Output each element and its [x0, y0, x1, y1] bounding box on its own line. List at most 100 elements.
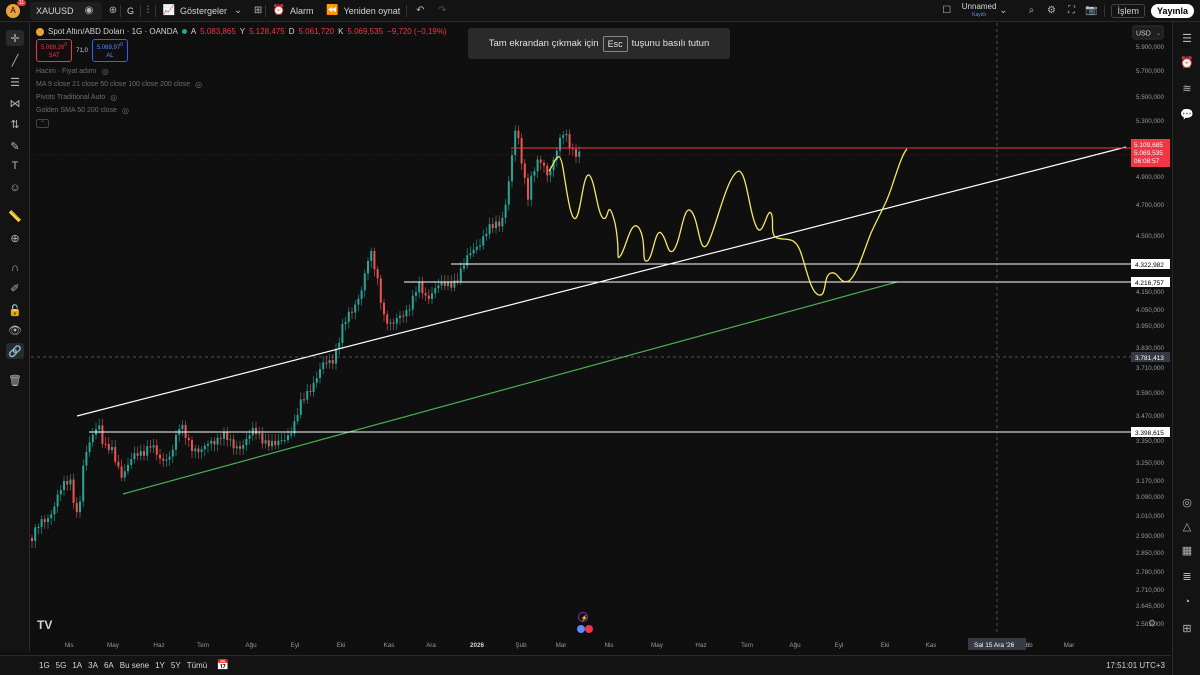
buy-button[interactable]: 5.069,970 AL: [91, 39, 128, 62]
series-legend[interactable]: Spot Altın/ABD Doları · 1G · OANDA A 5.08…: [36, 27, 447, 36]
quick-search-icon[interactable]: ⌕: [1028, 5, 1035, 16]
tv-logo: TV: [37, 618, 52, 632]
eye-off-icon[interactable]: ◎: [195, 80, 203, 89]
crosshair-icon[interactable]: ✛: [6, 30, 24, 46]
eye-off-icon[interactable]: ◎: [121, 106, 129, 115]
time-tick: Haz: [153, 642, 164, 649]
time-axis[interactable]: Nis May Haz Tem Ağu Eyl Eki Kas Ara 2026 Şub Mar Nis…: [31, 636, 1171, 652]
checkbox-icon[interactable]: ☐: [942, 5, 952, 16]
time-ticks: Nis May Haz Tem Ağu Eyl Eki Kas Ara 2026 Şub Mar Nis…: [64, 642, 1074, 649]
eye-off-icon[interactable]: ◎: [101, 67, 109, 76]
range-button[interactable]: 1A: [72, 661, 83, 670]
candle-body: [357, 298, 360, 305]
chat-icon[interactable]: 💬: [1180, 108, 1194, 121]
avatar[interactable]: A 11: [6, 0, 26, 18]
candle-body: [239, 446, 241, 449]
candle-body: [88, 442, 91, 452]
indicator-ma[interactable]: MA 9 close 21 close 50 close 100 close 2…: [36, 78, 447, 91]
price-axis[interactable]: 5.900,000 5.700,000 5.500,000 5.300,000 4.90…: [1131, 23, 1171, 635]
pattern-icon[interactable]: ⋈: [9, 97, 21, 110]
symbol-search[interactable]: XAUUSD ◉: [30, 1, 102, 20]
publish-button[interactable]: Yayınla: [1150, 3, 1194, 18]
price-tick: 2.645,000: [1136, 603, 1165, 610]
time-tick: Eki: [337, 642, 346, 649]
watchlist-icon[interactable]: ☰: [1182, 32, 1192, 45]
range-button[interactable]: Tümü: [186, 661, 208, 670]
range-button[interactable]: 6A: [103, 661, 114, 670]
long-short-icon[interactable]: ⇅: [10, 118, 20, 131]
eye-icon[interactable]: 👁: [8, 324, 22, 337]
range-button[interactable]: 1Y: [155, 661, 165, 670]
layers-icon[interactable]: ≋: [1182, 82, 1192, 95]
clock[interactable]: 17:51:01 UTC+3: [1106, 661, 1165, 670]
lock-icon[interactable]: 🔓: [8, 304, 22, 317]
eye-off-icon[interactable]: ◎: [110, 93, 118, 102]
text-icon[interactable]: T: [11, 160, 19, 172]
candle-body: [82, 465, 85, 502]
divider: [406, 4, 408, 17]
range-button[interactable]: 1G: [39, 661, 50, 670]
currency-selector[interactable]: USD ⌄: [1132, 25, 1164, 40]
candle-body: [379, 278, 382, 303]
candle-body: [72, 479, 75, 503]
collapse-legend-button[interactable]: ⌃: [36, 117, 447, 130]
trendline-green[interactable]: [122, 281, 898, 495]
link-icon[interactable]: 🔗: [6, 343, 24, 359]
magnet-icon[interactable]: ∩: [11, 262, 19, 274]
fullscreen-icon[interactable]: ⛶: [1067, 5, 1075, 16]
grid-icon[interactable]: ⊞: [1182, 622, 1192, 635]
fib-icon[interactable]: ☰: [10, 76, 20, 89]
calendar-icon[interactable]: ▦: [1181, 544, 1193, 557]
alert-button[interactable]: ⏰ Alarm: [266, 0, 320, 22]
add-symbol-icon[interactable]: ⊕: [108, 5, 118, 16]
pie-icon[interactable]: ◔: [1183, 596, 1191, 608]
chevron-down-icon[interactable]: ⌄: [999, 5, 1008, 16]
range-button[interactable]: 5Y: [170, 661, 181, 670]
time-tick: Mar: [1064, 642, 1075, 649]
candles-icon[interactable]: ⫶: [146, 5, 150, 16]
indicator-volume[interactable]: Hacim · Fiyat adımı ◎: [36, 65, 447, 78]
indicators-button[interactable]: 📈 Göstergeler ⌄: [156, 0, 251, 22]
candle-body: [226, 431, 229, 441]
trade-button[interactable]: İşlem: [1105, 0, 1151, 22]
range-button[interactable]: 3A: [88, 661, 98, 670]
undo-icon[interactable]: ↶: [416, 5, 425, 16]
candle-body: [568, 133, 571, 149]
range-button[interactable]: 5G: [55, 661, 67, 670]
layout-status: Kayıtlı: [972, 11, 987, 18]
time-tick: Tem: [197, 642, 209, 649]
trash-icon[interactable]: 🗑: [8, 374, 22, 387]
calendar-range-icon[interactable]: 📅: [216, 660, 230, 671]
candle-body: [210, 440, 213, 444]
sell-button[interactable]: 5.069,260 SAT: [36, 39, 73, 62]
projection-curve[interactable]: [548, 148, 908, 296]
emoji-icon[interactable]: ☺: [9, 182, 21, 194]
redo-icon[interactable]: ↷: [438, 5, 447, 16]
interval-button[interactable]: G: [121, 0, 140, 22]
range-button[interactable]: Bu sene: [119, 661, 150, 670]
time-tick: Ağu: [245, 642, 257, 649]
news-icon[interactable]: ≣: [1182, 570, 1192, 583]
sell-price-sup: 0: [64, 42, 68, 48]
ruler-icon[interactable]: 📏: [8, 210, 22, 223]
trendline-icon[interactable]: ╱: [11, 54, 19, 67]
eye-icon[interactable]: ◉: [84, 5, 94, 16]
gear-icon[interactable]: ⚙: [1046, 5, 1056, 16]
candle-body: [114, 446, 117, 462]
layout-name[interactable]: Unnamed Kayıtlı: [962, 2, 997, 19]
alerts-icon[interactable]: ⏰: [1180, 56, 1194, 69]
event-markers[interactable]: ⚡: [577, 612, 593, 634]
gear-icon[interactable]: ⚙: [1148, 618, 1156, 628]
templates-icon[interactable]: ⊞: [253, 5, 263, 16]
indicator-golden-sma[interactable]: Golden SMA 50 200 close ◎: [36, 104, 447, 117]
zoom-icon[interactable]: ⊕: [10, 232, 20, 245]
ideas-icon[interactable]: △: [1182, 520, 1192, 533]
camera-icon[interactable]: 📷: [1085, 5, 1098, 16]
price-chart[interactable]: TV ⚡: [31, 23, 1131, 635]
lock-draw-icon[interactable]: ✐: [10, 282, 20, 295]
indicator-pivots[interactable]: Pivots Traditional Auto ◎: [36, 91, 447, 104]
replay-button[interactable]: ⏪ Yeniden oynat: [320, 0, 407, 22]
target-icon[interactable]: ◎: [1182, 496, 1192, 509]
brush-icon[interactable]: ✎: [10, 140, 20, 153]
divider: [155, 4, 157, 17]
